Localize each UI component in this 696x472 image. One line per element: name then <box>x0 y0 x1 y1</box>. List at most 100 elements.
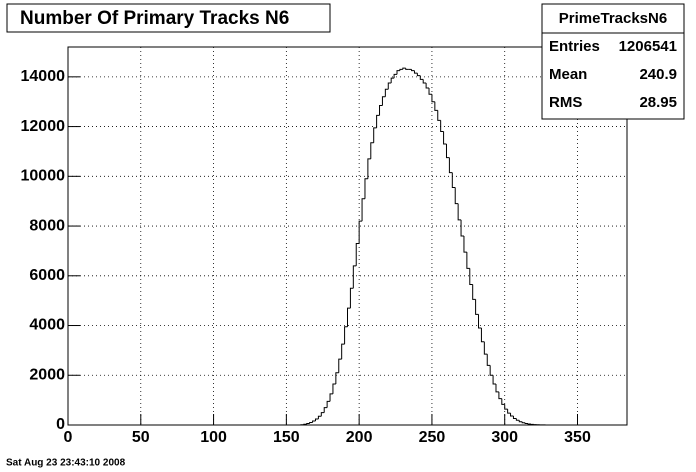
title-box <box>6 3 331 33</box>
x-tick-label: 150 <box>273 429 300 446</box>
stats-box <box>541 3 685 120</box>
histogram-bin <box>358 220 363 244</box>
histogram-bin <box>381 96 386 106</box>
y-tick-label: 4000 <box>29 317 65 334</box>
x-tick-label: 50 <box>132 429 150 446</box>
histogram-bin <box>486 354 491 366</box>
histogram-bin <box>312 420 316 423</box>
histogram-bin <box>489 365 494 376</box>
histogram-bin <box>361 198 365 222</box>
histogram-bin <box>469 268 473 285</box>
stats-value: 240.9 <box>639 66 677 83</box>
x-tick-label: 250 <box>419 429 446 446</box>
histogram-bin <box>472 284 476 300</box>
histogram-bin <box>416 73 421 77</box>
histogram-bin <box>393 73 397 79</box>
histogram-bin <box>419 75 424 80</box>
histogram-bin <box>445 143 450 159</box>
histogram-bin <box>376 114 380 128</box>
y-tick-label: 6000 <box>29 267 65 284</box>
histogram-bin <box>434 101 438 111</box>
y-tick-label: 0 <box>56 416 65 433</box>
histogram-bin <box>507 409 511 414</box>
histogram-bin <box>349 287 354 309</box>
histogram-bin <box>521 421 526 424</box>
histogram-bin <box>370 142 374 159</box>
footer-date: Sat Aug 23 23:43:10 2008 <box>6 458 126 469</box>
frame-border <box>67 46 628 426</box>
histogram-bin <box>431 94 435 103</box>
stats-label: Mean <box>549 66 587 83</box>
histogram-bin <box>326 400 331 408</box>
histogram-bin <box>387 82 392 90</box>
histogram-bin <box>323 407 328 413</box>
stats-value: 1206541 <box>619 38 677 55</box>
x-tick-label: 200 <box>346 429 373 446</box>
histogram-bin <box>510 413 514 417</box>
y-tick-label: 8000 <box>29 217 65 234</box>
histogram-bin <box>495 383 499 393</box>
stats-label: RMS <box>549 94 582 111</box>
histogram-bin <box>379 104 383 116</box>
histogram-bin <box>460 219 464 237</box>
x-tick-label: 100 <box>200 429 227 446</box>
histogram-bin <box>341 343 345 360</box>
histogram-bin <box>492 375 496 385</box>
chart-title: Number Of Primary Tracks N6 <box>20 8 289 29</box>
y-tick-label: 14000 <box>21 68 66 85</box>
histogram-bin <box>405 68 409 70</box>
histogram-bin <box>390 77 395 84</box>
histogram-bin <box>443 131 447 145</box>
histogram-bin <box>498 391 502 400</box>
histogram-bin <box>396 70 400 75</box>
histogram-bin <box>384 88 389 97</box>
x-tick-label: 350 <box>564 429 591 446</box>
stats-title: PrimeTracksN6 <box>559 10 667 27</box>
y-tick-label: 2000 <box>29 366 65 383</box>
histogram-bin <box>320 412 325 417</box>
y-tick-label: 10000 <box>21 168 66 185</box>
histogram-bin <box>504 404 508 410</box>
x-tick-label: 300 <box>491 429 518 446</box>
histogram-bin <box>373 127 377 143</box>
histogram-bin <box>457 203 462 221</box>
histogram-bin <box>332 383 336 394</box>
y-tick-label: 12000 <box>21 118 66 135</box>
histogram-bin <box>422 79 427 84</box>
histogram-bin <box>480 328 485 343</box>
histogram-bin <box>425 83 430 89</box>
histogram-bin <box>399 68 403 71</box>
histogram-bin <box>317 415 322 420</box>
histogram-bin <box>338 358 342 373</box>
histogram-bin <box>463 236 467 253</box>
histogram-bin <box>329 393 333 402</box>
histogram-bin <box>402 67 406 70</box>
histogram-bin <box>413 70 418 74</box>
histogram-bin <box>314 418 319 422</box>
histogram-bin <box>478 314 482 329</box>
histogram-bin <box>518 420 523 423</box>
histogram-bin <box>454 187 459 205</box>
histogram-bin <box>451 172 456 189</box>
histogram-bin <box>367 158 371 179</box>
histogram-bin <box>309 422 313 424</box>
histogram-bin <box>448 157 453 174</box>
histogram-bin <box>501 398 505 405</box>
histogram-bin <box>512 416 517 420</box>
histogram-bin <box>306 423 310 425</box>
histogram-bin <box>344 326 348 345</box>
histogram-bin <box>428 88 432 95</box>
histogram-bin <box>515 418 520 421</box>
histogram-bin <box>475 299 479 315</box>
histogram-bin <box>524 422 529 425</box>
histogram-bin <box>352 265 357 289</box>
stats-label: Entries <box>549 38 600 55</box>
stats-value: 28.95 <box>639 94 677 111</box>
histogram-bin <box>355 242 360 266</box>
histogram-bin <box>347 307 351 327</box>
histogram-bin <box>437 110 441 121</box>
histogram-bin <box>411 69 415 72</box>
histogram-bin <box>466 252 470 269</box>
histogram-bin <box>483 341 488 355</box>
